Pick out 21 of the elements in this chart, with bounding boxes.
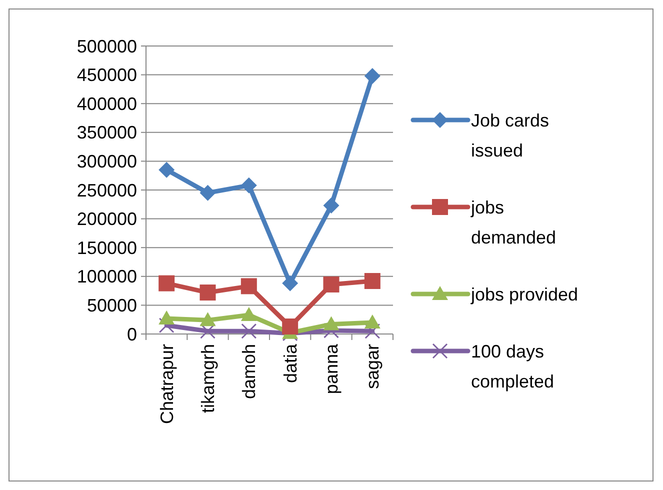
x-tick-label: tikamgrh: [198, 344, 218, 414]
y-tick-label: 0: [126, 324, 137, 344]
x-tick-label: damoh: [239, 344, 260, 400]
y-tick-label: 400000: [76, 94, 137, 114]
y-tick-label: 150000: [76, 238, 137, 258]
y-tick-label: 500000: [76, 36, 137, 56]
y-tick-label: 200000: [76, 209, 137, 230]
x-tick-label: datia: [280, 343, 300, 384]
x-tick-label: panna: [322, 343, 342, 394]
y-tick-label: 50000: [86, 296, 137, 316]
legend-label: 100 days completed: [471, 341, 554, 392]
y-tick-label: 350000: [76, 122, 137, 143]
legend-label: jobs demanded: [470, 197, 556, 248]
y-tick-label: 100000: [76, 266, 137, 287]
x-tick-label: Chatrapur: [156, 344, 177, 424]
x-tick-label: sagar: [362, 344, 383, 390]
legend-label: jobs provided: [470, 284, 578, 304]
y-tick-label: 250000: [76, 180, 137, 200]
legend-label: Job cards issued: [471, 110, 550, 160]
y-tick-label: 450000: [76, 65, 137, 86]
y-tick-label: 300000: [76, 152, 137, 172]
